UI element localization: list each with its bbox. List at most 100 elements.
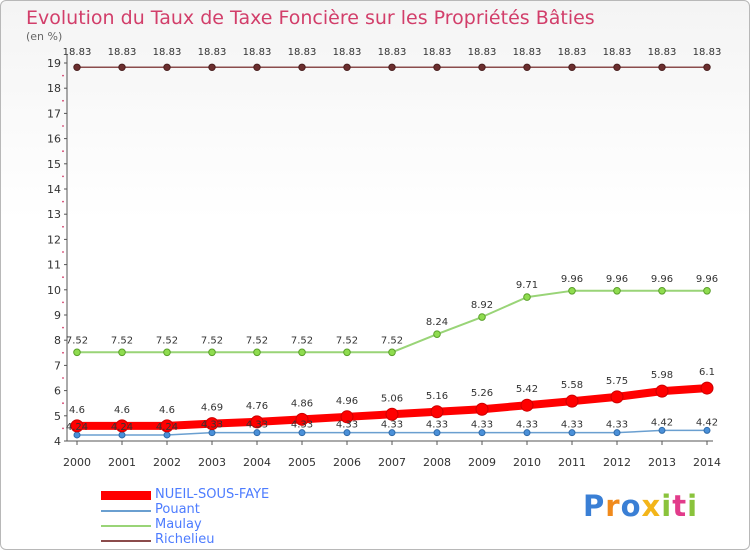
- y-tick-label: 11: [47, 259, 61, 272]
- data-point: [388, 348, 396, 357]
- data-point: [253, 348, 261, 357]
- y-minor-tick: [62, 175, 64, 178]
- data-point: [340, 410, 354, 424]
- data-point: [478, 429, 486, 437]
- data-point: [613, 63, 621, 71]
- data-label: 7.52: [246, 335, 268, 346]
- chart-title: Evolution du Taux de Taxe Foncière sur l…: [26, 7, 595, 29]
- logo-letter: i: [661, 489, 673, 523]
- x-tick-label: 2006: [333, 456, 361, 469]
- y-tick-label: 16: [47, 133, 61, 146]
- data-label: 4.33: [426, 420, 448, 431]
- data-point: [73, 63, 81, 71]
- data-point: [658, 63, 666, 71]
- data-label: 18.83: [693, 47, 722, 58]
- data-point: [295, 412, 309, 426]
- data-point: [208, 63, 216, 71]
- data-label: 4.42: [696, 417, 718, 428]
- y-minor-tick: [62, 276, 64, 279]
- x-tick-label: 2003: [198, 456, 226, 469]
- y-minor-tick: [62, 402, 64, 405]
- y-minor-tick: [62, 99, 64, 102]
- data-label: 5.75: [606, 376, 628, 387]
- y-tick-label: 6: [54, 385, 61, 398]
- data-label: 5.16: [426, 391, 448, 402]
- data-point: [565, 394, 579, 408]
- data-point: [208, 348, 216, 357]
- data-label: 7.52: [381, 335, 403, 346]
- x-tick-label: 2014: [693, 456, 721, 469]
- data-point: [568, 287, 576, 295]
- x-tick-label: 2007: [378, 456, 406, 469]
- data-label: 4.6: [69, 405, 85, 416]
- x-tick-label: 2005: [288, 456, 316, 469]
- data-point: [430, 405, 444, 419]
- data-label: 9.96: [561, 274, 583, 285]
- data-label: 18.83: [153, 47, 182, 58]
- data-point: [703, 63, 711, 71]
- data-label: 5.98: [651, 370, 673, 381]
- data-point: [610, 390, 624, 404]
- data-point: [475, 402, 489, 416]
- data-label: 4.96: [336, 396, 358, 407]
- data-label: 18.83: [288, 47, 317, 58]
- legend-label: Pouant: [155, 502, 200, 517]
- data-label: 9.96: [606, 274, 628, 285]
- data-point: [163, 348, 171, 357]
- data-point: [523, 429, 531, 437]
- data-point: [433, 330, 441, 338]
- data-label: 4.33: [246, 420, 268, 431]
- data-label: 4.24: [66, 422, 88, 433]
- data-label: 18.83: [468, 47, 497, 58]
- data-point: [700, 381, 714, 395]
- data-label: 4.33: [381, 420, 403, 431]
- data-point: [433, 429, 441, 437]
- data-point: [658, 426, 666, 434]
- y-tick-label: 18: [47, 82, 61, 95]
- data-label: 18.83: [108, 47, 137, 58]
- data-point: [298, 348, 306, 357]
- data-label: 9.96: [696, 274, 718, 285]
- data-point: [433, 63, 441, 71]
- data-label: 18.83: [243, 47, 272, 58]
- data-label: 18.83: [63, 47, 92, 58]
- data-point: [205, 417, 219, 431]
- logo-letter: r: [605, 489, 621, 523]
- logo-letter: P: [583, 489, 606, 523]
- y-tick-label: 19: [47, 57, 61, 70]
- logo-letter: o: [620, 489, 642, 523]
- data-point: [298, 429, 306, 437]
- data-label: 5.58: [561, 380, 583, 391]
- x-tick-label: 2002: [153, 456, 181, 469]
- data-point: [118, 63, 126, 71]
- x-tick-label: 2008: [423, 456, 451, 469]
- data-point: [70, 419, 84, 433]
- y-tick-label: 13: [47, 208, 61, 221]
- data-label: 4.24: [156, 422, 178, 433]
- data-label: 18.83: [648, 47, 677, 58]
- data-label: 4.42: [651, 417, 673, 428]
- data-label: 4.6: [114, 405, 130, 416]
- data-label: 9.71: [516, 280, 538, 291]
- data-point: [343, 429, 351, 437]
- y-tick-label: 4: [54, 435, 61, 448]
- logo-letter: i: [687, 489, 699, 523]
- x-tick-label: 2012: [603, 456, 631, 469]
- data-label: 4.33: [471, 420, 493, 431]
- data-point: [568, 429, 576, 437]
- y-tick-label: 15: [47, 158, 61, 171]
- y-minor-tick: [62, 301, 64, 304]
- data-label: 5.06: [381, 393, 403, 404]
- y-minor-tick: [62, 225, 64, 228]
- data-point: [115, 419, 129, 433]
- data-label: 18.83: [603, 47, 632, 58]
- data-label: 4.6: [159, 405, 175, 416]
- data-point: [343, 348, 351, 357]
- legend-swatch: [101, 540, 151, 542]
- x-tick-label: 2009: [468, 456, 496, 469]
- data-point: [388, 63, 396, 71]
- data-label: 18.83: [378, 47, 407, 58]
- data-label: 5.26: [471, 388, 493, 399]
- data-point: [253, 429, 261, 437]
